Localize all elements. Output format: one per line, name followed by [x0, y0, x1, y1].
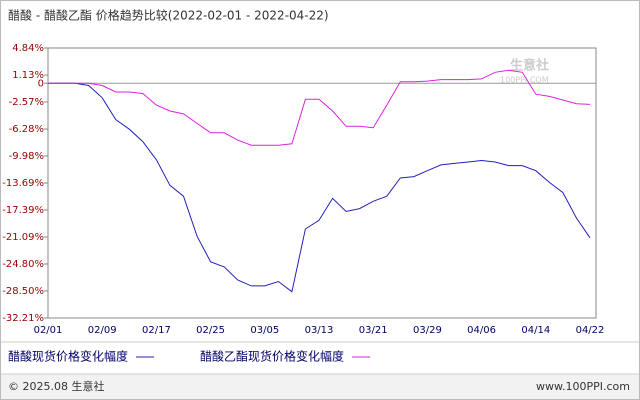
y-tick-label: 0 [38, 78, 44, 89]
footer-right: www.100PPI.com [536, 380, 630, 393]
footer-bg [1, 374, 639, 399]
watermark: 生意社 [510, 58, 549, 74]
y-tick-label: -9.98% [9, 151, 44, 162]
legend-label: 醋酸乙酯现货价格变化幅度 [200, 349, 344, 364]
y-tick-label: -17.39% [2, 205, 44, 216]
y-tick-label: -32.21% [2, 313, 44, 324]
x-tick-label: 03/29 [413, 325, 442, 336]
y-tick-label: 1.13% [12, 70, 44, 81]
x-tick-label: 03/21 [359, 325, 388, 336]
y-tick-label: 4.84% [12, 43, 44, 54]
x-tick-label: 03/05 [250, 325, 279, 336]
series-line [48, 82, 591, 293]
legend-label: 醋酸现货价格变化幅度 [8, 349, 128, 364]
y-tick-label: -21.09% [2, 232, 44, 243]
x-tick-label: 02/09 [88, 325, 117, 336]
series-line [48, 69, 591, 146]
y-tick-label: -28.50% [2, 286, 44, 297]
y-tick-label: -6.28% [9, 124, 44, 135]
x-tick-label: 02/25 [196, 325, 225, 336]
footer-left: © 2025.08 生意社 [8, 379, 104, 393]
watermark: 100PPI.COM [500, 76, 549, 85]
x-tick-label: 04/06 [467, 325, 496, 336]
y-tick-label: -2.57% [9, 97, 44, 108]
x-tick-label: 02/17 [142, 325, 171, 336]
x-tick-label: 03/13 [305, 325, 334, 336]
x-tick-label: 02/01 [34, 325, 63, 336]
x-tick-label: 04/14 [521, 325, 550, 336]
y-tick-label: -13.69% [2, 178, 44, 189]
chart-title: 醋酸 - 醋酸乙酯 价格趋势比较(2022-02-01 - 2022-04-22… [8, 8, 329, 23]
x-tick-label: 04/22 [576, 325, 605, 336]
y-tick-label: -24.80% [2, 259, 44, 270]
